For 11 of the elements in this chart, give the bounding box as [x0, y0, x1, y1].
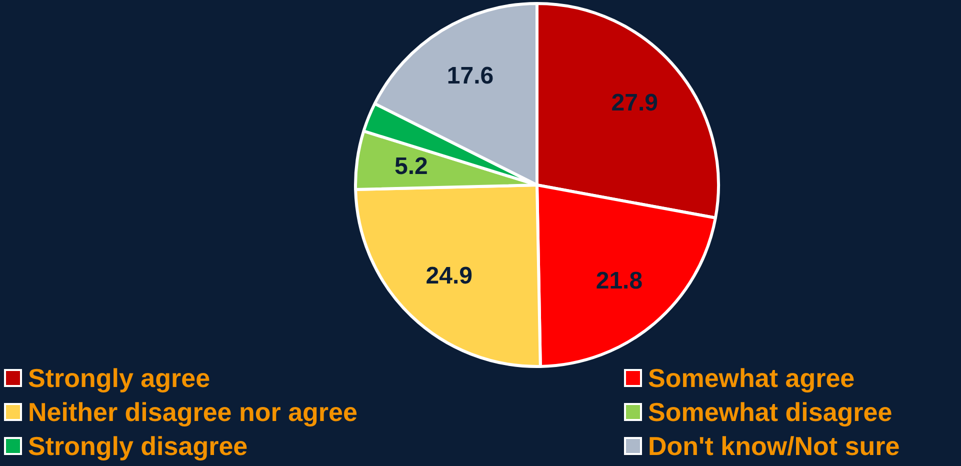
data-label: 21.8: [596, 267, 643, 294]
data-label: 17.6: [446, 62, 494, 90]
data-label: 24.9: [426, 262, 473, 290]
data-label: 5.2: [394, 153, 428, 180]
legend-label: Somewhat disagree: [648, 396, 892, 428]
legend-label: Strongly disagree: [28, 430, 248, 462]
legend-label: Don't know/Not sure: [648, 430, 900, 462]
legend-label: Somewhat agree: [648, 362, 855, 394]
legend-label: Neither disagree nor agree: [28, 396, 358, 428]
data-label: 27.9: [611, 89, 658, 116]
legend-label: Strongly agree: [28, 362, 210, 394]
